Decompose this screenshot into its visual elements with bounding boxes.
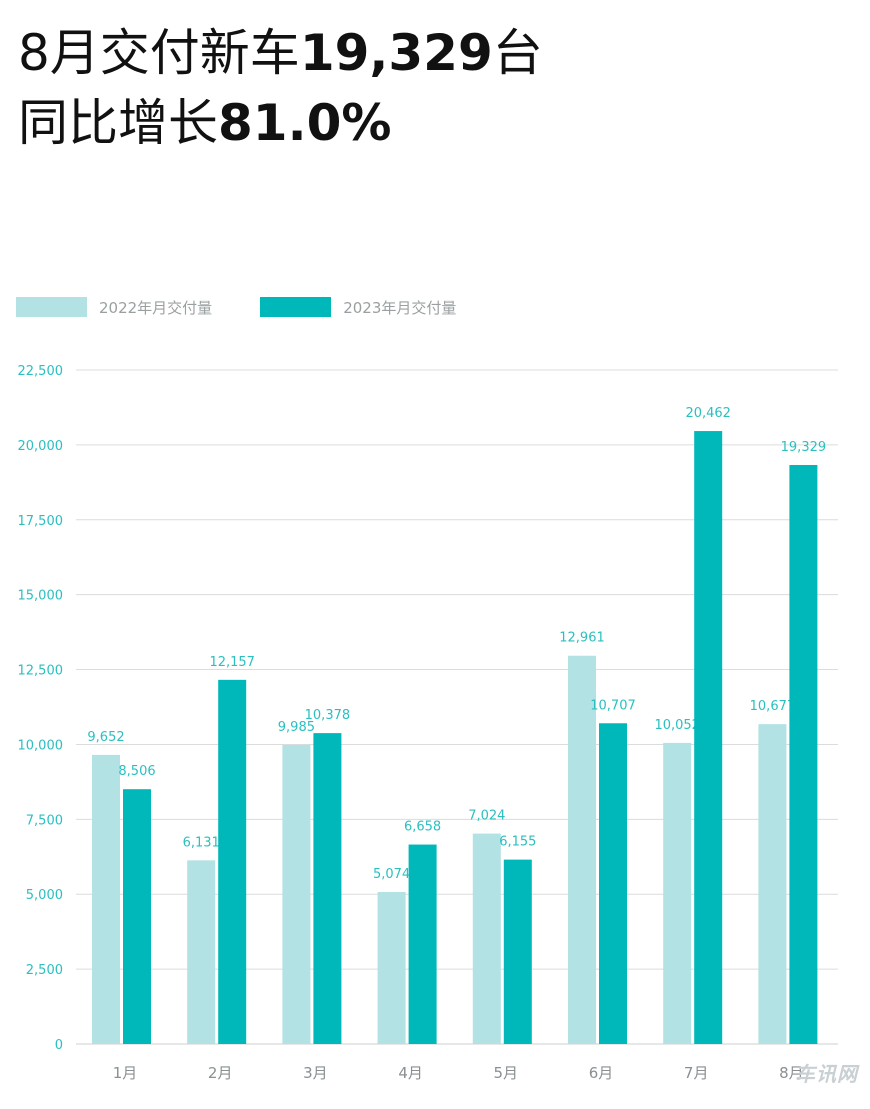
x-tick-label: 8月 (779, 1064, 804, 1082)
bar-2023 (789, 464, 818, 1044)
legend-swatch-2023 (260, 297, 332, 317)
y-tick-label: 15,000 (18, 589, 64, 604)
bar-2022 (282, 744, 311, 1044)
bar-2022 (758, 724, 787, 1044)
x-tick-label: 2月 (208, 1064, 233, 1082)
data-label: 10,052 (654, 718, 700, 733)
headline-line2-prefix: 同比增长 (18, 94, 218, 152)
x-tick-label: 5月 (494, 1064, 519, 1082)
data-label: 10,707 (590, 698, 636, 713)
bar-2022 (187, 860, 216, 1044)
headline: 8月交付新车19,329台 同比增长81.0% (18, 18, 543, 158)
x-tick-label: 3月 (303, 1064, 328, 1082)
legend-label-2022: 2022年月交付量 (99, 298, 213, 317)
bar-2022 (92, 754, 120, 1044)
y-tick-label: 12,500 (18, 664, 64, 679)
bar-2023 (218, 679, 247, 1044)
legend-swatch-2022 (16, 297, 87, 317)
y-tick-label: 22,500 (18, 364, 64, 379)
bar-2023 (694, 431, 723, 1044)
data-label: 19,329 (781, 440, 827, 455)
data-label: 6,658 (404, 820, 441, 835)
headline-line-2: 同比增长81.0% (18, 88, 543, 158)
bar-2022 (663, 742, 692, 1044)
watermark-logo: 车讯网 (795, 1062, 858, 1086)
bar-2023 (313, 733, 342, 1044)
y-tick-label: 5,000 (26, 888, 63, 903)
legend-item-2023: 2023年月交付量 (260, 297, 456, 318)
legend-label-2023: 2023年月交付量 (343, 298, 457, 317)
y-tick-label: 7,500 (26, 813, 63, 828)
bar-2023 (408, 844, 437, 1044)
x-tick-label: 6月 (589, 1064, 614, 1082)
y-tick-label: 2,500 (26, 963, 63, 978)
y-tick-label: 10,000 (18, 738, 64, 753)
data-label: 12,157 (209, 655, 255, 670)
x-tick-label: 1月 (113, 1064, 138, 1082)
data-label: 12,961 (559, 631, 605, 646)
data-label: 6,155 (499, 835, 536, 850)
bar-chart: 0 2,500 5,000 7,500 10,000 12,500 15,000 17,500… (18, 364, 838, 1082)
y-tick-label: 20,000 (18, 439, 64, 454)
headline-line-1: 8月交付新车19,329台 (18, 18, 543, 88)
data-label: 8,506 (118, 764, 155, 779)
data-label: 9,652 (87, 730, 124, 745)
data-label: 10,677 (750, 699, 796, 714)
headline-growth-number: 81.0% (218, 94, 392, 152)
headline-delivery-number: 19,329 (299, 24, 493, 82)
data-label: 7,024 (468, 809, 505, 824)
x-tick-label: 4月 (398, 1064, 423, 1082)
data-label: 6,131 (183, 835, 220, 850)
data-label: 10,378 (305, 708, 351, 723)
legend-item-2022: 2022年月交付量 (16, 297, 212, 318)
data-label: 20,462 (685, 406, 731, 421)
bar-2022 (472, 833, 501, 1044)
bar-2022 (568, 655, 596, 1044)
bar-2023 (503, 859, 532, 1044)
x-tick-label: 7月 (684, 1064, 709, 1082)
bar-2023 (123, 789, 151, 1044)
y-tick-label: 17,500 (18, 514, 64, 529)
headline-line1-suffix: 台 (492, 24, 543, 82)
bar-2022 (377, 892, 406, 1044)
bar-2023 (599, 723, 627, 1044)
headline-line1-prefix: 8月交付新车 (18, 24, 300, 82)
chart-legend: 2022年月交付量 2023年月交付量 (16, 296, 504, 318)
data-label: 5,074 (373, 867, 410, 882)
data-label: 9,985 (278, 720, 315, 735)
y-tick-label: 0 (55, 1038, 63, 1053)
